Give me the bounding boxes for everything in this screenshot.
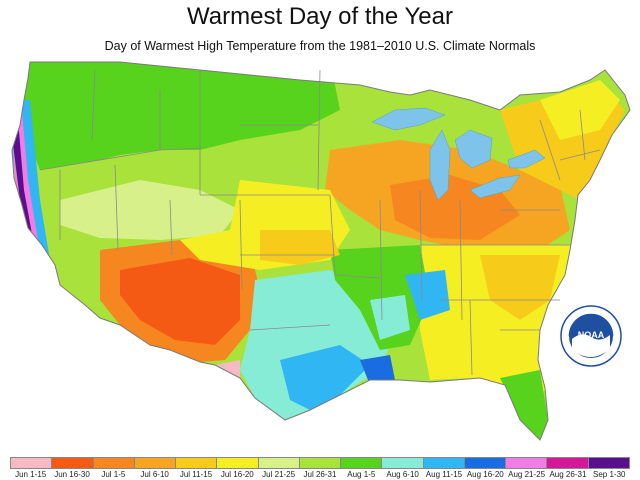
legend-label: Jul 6-10 xyxy=(140,470,169,479)
legend-swatch xyxy=(547,458,589,468)
us-map xyxy=(0,60,640,452)
legend-swatch xyxy=(464,458,507,468)
legend-label: Aug 16-20 xyxy=(466,470,504,479)
legend-swatch xyxy=(588,458,629,468)
legend-bar xyxy=(10,457,630,469)
legend-label: Jul 11-15 xyxy=(179,470,213,479)
legend-swatch xyxy=(217,458,259,468)
legend-labels: Jun 1-15 Jun 16-30 Jul 1-5 Jul 6-10 Jul 11-1… xyxy=(10,470,630,480)
map-subtitle: Day of Warmest High Temperature from the… xyxy=(104,39,536,53)
legend-label: Jul 21-25 xyxy=(262,470,296,479)
legend-swatch xyxy=(341,458,383,468)
legend-swatch xyxy=(299,458,342,468)
legend-label: Jul 16-20 xyxy=(220,470,254,479)
legend-label: Jun 16-30 xyxy=(54,470,90,479)
legend-label: Jun 1-15 xyxy=(15,470,47,479)
legend-label: Aug 1-5 xyxy=(347,470,376,479)
legend-label: Jul 1-5 xyxy=(101,470,126,479)
noaa-logo-text: NOAA xyxy=(578,330,605,340)
us-outline xyxy=(11,61,631,441)
legend-swatch xyxy=(382,458,424,468)
legend-label: Sep 1-30 xyxy=(593,470,626,479)
legend-swatch xyxy=(423,458,465,468)
legend-label: Aug 11-15 xyxy=(425,470,463,479)
great-lakes xyxy=(371,107,546,201)
legend-swatch xyxy=(93,458,135,468)
state-borders xyxy=(39,69,601,376)
map-title: Warmest Day of the Year xyxy=(187,3,453,30)
legend-swatch xyxy=(258,458,300,468)
legend-swatch xyxy=(176,458,218,468)
legend-swatch xyxy=(506,458,548,468)
legend-label: Aug 21-25 xyxy=(508,470,546,479)
legend-swatch xyxy=(134,458,177,468)
climate-zones xyxy=(12,62,630,440)
noaa-logo-icon: NOAA xyxy=(560,305,622,367)
legend-label: Aug 6-10 xyxy=(386,470,419,479)
legend-label: Aug 26-31 xyxy=(549,470,587,479)
legend-swatch xyxy=(11,458,53,468)
legend: Jun 1-15 Jun 16-30 Jul 1-5 Jul 6-10 Jul 11-1… xyxy=(10,457,630,480)
legend-swatch xyxy=(52,458,94,468)
legend-label: Jul 26-31 xyxy=(303,470,337,479)
